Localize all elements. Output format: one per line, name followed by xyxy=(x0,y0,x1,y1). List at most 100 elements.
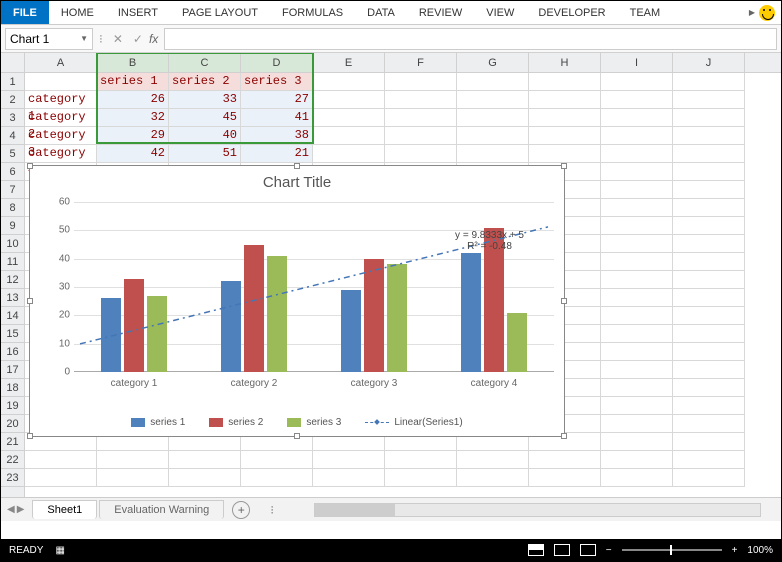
cell[interactable] xyxy=(313,145,385,163)
cell[interactable] xyxy=(673,361,745,379)
cell[interactable] xyxy=(529,127,601,145)
cell[interactable]: category 1 xyxy=(25,91,97,109)
bar[interactable] xyxy=(147,296,167,373)
legend-item-trendline[interactable]: Linear(Series1) xyxy=(365,417,462,428)
tab-view[interactable]: VIEW xyxy=(474,1,526,24)
cell[interactable] xyxy=(313,109,385,127)
cell[interactable] xyxy=(601,307,673,325)
cell[interactable]: 21 xyxy=(241,145,313,163)
cell[interactable] xyxy=(673,397,745,415)
row-header[interactable]: 15 xyxy=(1,325,24,343)
tab-insert[interactable]: INSERT xyxy=(106,1,170,24)
column-header[interactable]: C xyxy=(169,53,241,72)
column-header[interactable]: J xyxy=(673,53,745,72)
column-header[interactable]: G xyxy=(457,53,529,72)
bar[interactable] xyxy=(124,279,144,373)
cell[interactable] xyxy=(673,325,745,343)
ribbon-expand-icon[interactable]: ▶ xyxy=(749,8,755,17)
cell[interactable]: series 2 xyxy=(169,73,241,91)
view-page-break-icon[interactable] xyxy=(580,544,596,556)
smiley-icon[interactable] xyxy=(759,5,775,21)
column-header[interactable]: E xyxy=(313,53,385,72)
cell[interactable] xyxy=(457,127,529,145)
cell[interactable] xyxy=(673,451,745,469)
select-all-corner[interactable] xyxy=(1,53,24,73)
cell[interactable] xyxy=(673,253,745,271)
cell[interactable] xyxy=(601,253,673,271)
cell[interactable]: series 1 xyxy=(97,73,169,91)
cell[interactable] xyxy=(673,109,745,127)
cell[interactable]: 40 xyxy=(169,127,241,145)
bar[interactable] xyxy=(387,264,407,372)
cell[interactable] xyxy=(601,361,673,379)
row-header[interactable]: 14 xyxy=(1,307,24,325)
cell[interactable] xyxy=(673,235,745,253)
tab-home[interactable]: HOME xyxy=(49,1,106,24)
cell[interactable] xyxy=(673,73,745,91)
cell[interactable] xyxy=(601,127,673,145)
cell[interactable] xyxy=(673,145,745,163)
chart-legend[interactable]: series 1series 2series 3Linear(Series1) xyxy=(30,417,564,428)
chart-object[interactable]: Chart Title 0102030405060 y = 9.8333x + … xyxy=(29,165,565,437)
cell[interactable] xyxy=(313,127,385,145)
tab-nav-prev-icon[interactable]: ▶ xyxy=(17,504,25,515)
cell[interactable] xyxy=(601,217,673,235)
cell[interactable] xyxy=(385,127,457,145)
column-header[interactable]: I xyxy=(601,53,673,72)
cell[interactable]: category 4 xyxy=(25,145,97,163)
cell[interactable] xyxy=(601,271,673,289)
cell[interactable] xyxy=(673,163,745,181)
cell[interactable] xyxy=(313,73,385,91)
cell[interactable]: series 3 xyxy=(241,73,313,91)
cell[interactable] xyxy=(601,235,673,253)
cell[interactable] xyxy=(313,451,385,469)
bar[interactable] xyxy=(267,256,287,372)
tab-page-layout[interactable]: PAGE LAYOUT xyxy=(170,1,270,24)
legend-item[interactable]: series 3 xyxy=(287,417,341,428)
row-header[interactable]: 10 xyxy=(1,235,24,253)
row-header[interactable]: 3 xyxy=(1,109,24,127)
column-header[interactable]: D xyxy=(241,53,313,72)
cell[interactable] xyxy=(169,469,241,487)
cell[interactable]: 32 xyxy=(97,109,169,127)
column-header[interactable]: B xyxy=(97,53,169,72)
cell[interactable] xyxy=(241,451,313,469)
cell[interactable]: category 3 xyxy=(25,127,97,145)
cell[interactable] xyxy=(385,91,457,109)
sheet-tab-active[interactable]: Sheet1 xyxy=(32,500,97,519)
cell[interactable]: 38 xyxy=(241,127,313,145)
cell[interactable] xyxy=(601,73,673,91)
cell[interactable] xyxy=(601,163,673,181)
row-header[interactable]: 13 xyxy=(1,289,24,307)
sheet-tab-warning[interactable]: Evaluation Warning xyxy=(99,500,224,519)
view-page-layout-icon[interactable] xyxy=(554,544,570,556)
cell[interactable] xyxy=(457,469,529,487)
cell[interactable] xyxy=(313,469,385,487)
legend-item[interactable]: series 1 xyxy=(131,417,185,428)
cell[interactable] xyxy=(457,109,529,127)
row-header[interactable]: 17 xyxy=(1,361,24,379)
cell[interactable] xyxy=(529,73,601,91)
cell[interactable] xyxy=(673,469,745,487)
row-header[interactable]: 16 xyxy=(1,343,24,361)
chart-title[interactable]: Chart Title xyxy=(30,166,564,195)
bar[interactable] xyxy=(221,281,241,372)
cell[interactable] xyxy=(601,109,673,127)
cell[interactable] xyxy=(673,289,745,307)
zoom-in-button[interactable]: + xyxy=(732,545,738,556)
cell[interactable] xyxy=(385,109,457,127)
cell[interactable] xyxy=(25,73,97,91)
cell[interactable] xyxy=(25,469,97,487)
row-header[interactable]: 12 xyxy=(1,271,24,289)
cell[interactable]: 27 xyxy=(241,91,313,109)
bar[interactable] xyxy=(341,290,361,372)
cell[interactable]: 26 xyxy=(97,91,169,109)
row-header[interactable]: 4 xyxy=(1,127,24,145)
tab-review[interactable]: REVIEW xyxy=(407,1,474,24)
cell[interactable] xyxy=(673,415,745,433)
row-header[interactable]: 7 xyxy=(1,181,24,199)
cell[interactable] xyxy=(529,91,601,109)
cell[interactable] xyxy=(529,145,601,163)
bar[interactable] xyxy=(244,245,264,373)
zoom-slider[interactable] xyxy=(622,549,722,551)
